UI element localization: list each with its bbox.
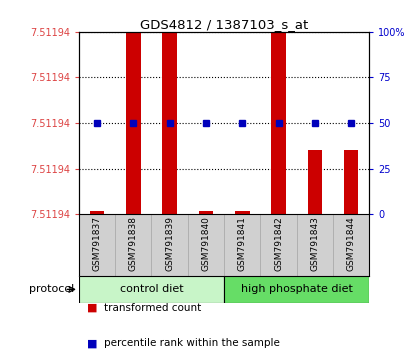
Text: control diet: control diet <box>120 284 183 295</box>
Bar <box>79 276 224 303</box>
Text: GSM791844: GSM791844 <box>347 216 356 271</box>
Text: protocol: protocol <box>29 284 75 295</box>
Text: GSM791842: GSM791842 <box>274 216 283 271</box>
Text: percentile rank within the sample: percentile rank within the sample <box>104 338 280 348</box>
Text: ■: ■ <box>87 303 98 313</box>
Text: high phosphate diet: high phosphate diet <box>241 284 353 295</box>
Text: GSM791841: GSM791841 <box>238 216 247 271</box>
Bar <box>90 211 104 214</box>
Text: transformed count: transformed count <box>104 303 201 313</box>
Text: ■: ■ <box>87 338 98 348</box>
Bar <box>344 150 359 214</box>
Bar <box>235 211 249 214</box>
Bar <box>162 32 177 214</box>
Bar <box>271 32 286 214</box>
Text: GSM791837: GSM791837 <box>93 216 102 271</box>
Bar <box>308 150 322 214</box>
Text: GSM791839: GSM791839 <box>165 216 174 271</box>
Text: GSM791843: GSM791843 <box>310 216 320 271</box>
Text: GSM791838: GSM791838 <box>129 216 138 271</box>
Title: GDS4812 / 1387103_s_at: GDS4812 / 1387103_s_at <box>140 18 308 31</box>
Text: GSM791840: GSM791840 <box>201 216 210 271</box>
Bar <box>224 276 369 303</box>
Bar <box>126 32 141 214</box>
Bar <box>199 211 213 214</box>
